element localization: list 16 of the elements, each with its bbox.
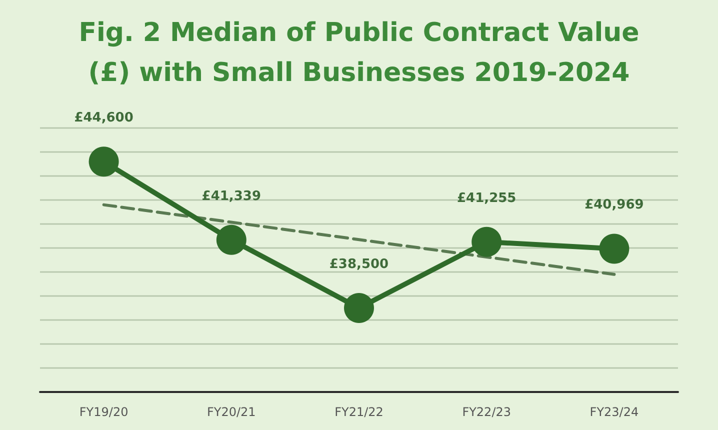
point [88,146,119,177]
point [216,224,246,255]
point [344,293,374,323]
x-tick-label: FY19/20 [79,405,128,419]
data-label: £40,969 [584,198,644,213]
x-tick-label: FY23/24 [590,405,639,419]
data-label: £44,600 [74,110,134,126]
data-label: £41,255 [456,190,516,206]
x-tick-label: FY21/22 [334,405,384,419]
chart-title: Fig. 2 Median of Public Contract Value (£) with Small Businesses 2019-2024 [78,18,640,88]
point [599,234,630,264]
data-label: £38,500 [329,257,389,272]
x-tick-label: FY22/23 [462,405,512,419]
point [472,226,502,257]
x-tick-label: FY20/21 [206,405,256,419]
data-label: £41,339 [202,188,262,204]
